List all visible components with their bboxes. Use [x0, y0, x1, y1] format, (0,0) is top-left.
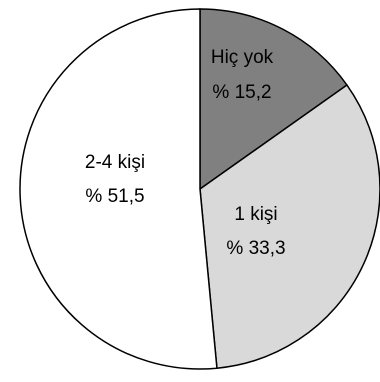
pie-labels: Hiç yok % 15,2 1 kişi % 33,3 2-4 kişi % … — [85, 47, 286, 259]
slice-label-2-4-kisi: 2-4 kişi — [85, 152, 145, 173]
slice-value-2-4-kisi: % 51,5 — [85, 186, 144, 207]
pie-slice-2-4-kisi — [19, 8, 218, 370]
pie-slices — [19, 8, 380, 370]
slice-label-1-kisi: 1 kişi — [234, 204, 277, 225]
slice-label-hic-yok: Hiç yok — [211, 47, 274, 68]
pie-slice-1-kisi — [199, 83, 380, 370]
pie-slice-hic-yok — [199, 8, 348, 191]
slice-value-hic-yok: % 15,2 — [212, 82, 271, 103]
slice-value-1-kisi: % 33,3 — [226, 238, 285, 259]
